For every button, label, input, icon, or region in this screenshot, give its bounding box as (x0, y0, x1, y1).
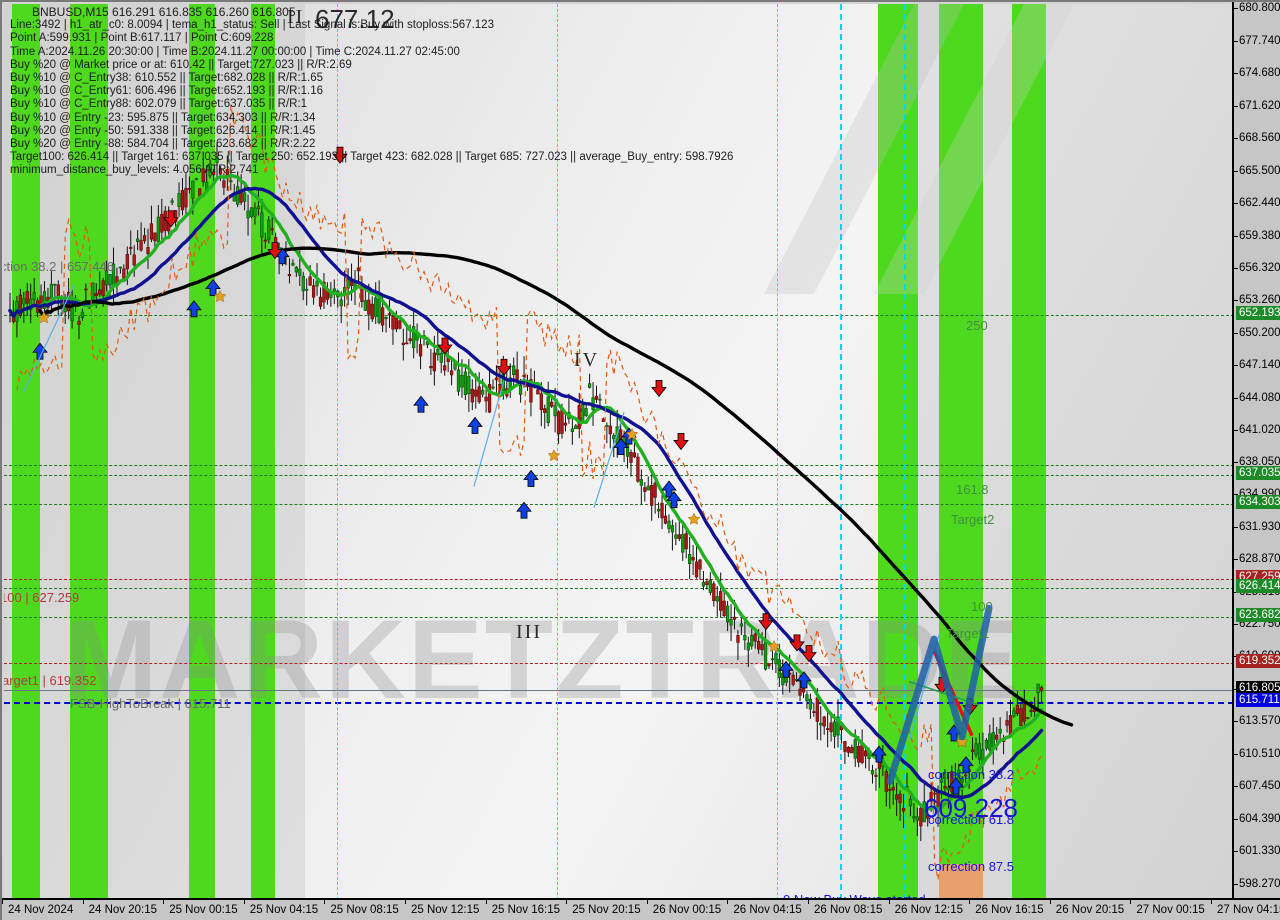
info-line-9: Buy %20 @ Entry -88: 584.704 || Target:6… (10, 137, 316, 150)
time-tick-9: 26 Nov 04:15 (727, 900, 802, 916)
time-tick-4: 25 Nov 08:15 (324, 900, 399, 916)
session-band-grey-7 (1046, 4, 1234, 900)
price-badge-626.414: 626.414 (1236, 579, 1280, 594)
symbol-ohlc-line: BNBUSD,M15 616.291 616.835 616.260 616.8… (32, 5, 296, 19)
price-tick-674.680: 674.680 (1234, 67, 1280, 80)
wave-label-II: II (287, 6, 305, 28)
level-label-6: Target1 (946, 626, 990, 641)
price-tick-677.740: 677.740 (1234, 34, 1280, 47)
price-tick-647.140: 647.140 (1234, 359, 1280, 372)
time-axis[interactable]: 24 Nov 2024 24 Nov 20:15 25 Nov 00:15 25 No… (2, 898, 1280, 920)
price-tick-604.390: 604.390 (1234, 812, 1280, 825)
level-label-5: 100 (971, 599, 993, 614)
day-separator-2 (777, 4, 778, 900)
price-tick-662.440: 662.440 (1234, 197, 1280, 210)
price-badge-637.035: 637.035 (1236, 466, 1280, 481)
time-tick-12: 26 Nov 16:15 (969, 900, 1044, 916)
info-line-8: Buy %20 @ Entry -50: 591.338 || Target:6… (10, 124, 316, 137)
time-tick-1: 24 Nov 20:15 (82, 900, 158, 916)
info-line-7: Buy %10 @ Entry -23: 595.875 || Target:6… (10, 111, 316, 124)
level-line-627.259 (4, 579, 1234, 581)
time-tick-14: 27 Nov 00:15 (1130, 900, 1205, 916)
level-line-637.035 (4, 475, 1234, 477)
price-badge-619.352: 619.352 (1236, 653, 1280, 668)
info-line-4: Buy %10 @ C_Entry38: 610.552 || Target:6… (10, 71, 324, 84)
info-line-5: Buy %10 @ C_Entry61: 606.496 || Target:6… (10, 85, 324, 98)
day-separator-4 (904, 4, 906, 900)
price-tick-653.260: 653.260 (1234, 294, 1280, 307)
level-label-0: ction 38.2 | 657.446 (4, 259, 114, 274)
price-badge-615.711: 615.711 (1236, 692, 1280, 707)
level-label-2: 161.8 (956, 482, 989, 497)
info-line-10: Target100: 626.414 || Target 161: 637.03… (10, 151, 734, 164)
level-label-12: 0 New Buy Wave started (783, 892, 926, 900)
price-tick-613.570: 613.570 (1234, 715, 1280, 728)
time-tick-0: 24 Nov 2024 (2, 900, 74, 916)
time-tick-7: 25 Nov 20:15 (566, 900, 641, 916)
price-axis[interactable]: 680.800 677.740 674.680 671.620 668.560 665.5… (1232, 2, 1280, 900)
price-tick-680.800: 680.800 (1234, 2, 1280, 15)
price-badge-634.303: 634.303 (1236, 495, 1280, 510)
price-badge-623.682: 623.682 (1236, 608, 1280, 623)
price-tick-631.930: 631.930 (1234, 520, 1280, 533)
level-label-3: Target2 (951, 512, 995, 527)
level-label-7: arget1 | 619.352 (4, 673, 97, 688)
level-label-8: FSB-HighToBreak | 615.711 (70, 696, 231, 711)
day-separator-3 (840, 4, 842, 900)
chart-plot-area[interactable]: MARKETZTRADE ction 38.2 | 657.446 250 161.… (4, 4, 1234, 900)
price-tick-650.200: 650.200 (1234, 326, 1280, 339)
level-line-638.05 (4, 464, 1234, 466)
price-badge-652.193: 652.193 (1236, 305, 1280, 320)
big-price-label-0: 677.12 (315, 4, 395, 34)
info-line-0: Line:3492 | h1_atr_c0: 8.0094 | tema_h1_… (10, 19, 494, 32)
price-tick-598.270: 598.270 (1234, 877, 1280, 890)
price-tick-656.320: 656.320 (1234, 261, 1280, 274)
price-tick-628.870: 628.870 (1234, 553, 1280, 566)
time-tick-13: 26 Nov 20:15 (1049, 900, 1125, 916)
level-line-626.414 (4, 588, 1234, 590)
time-tick-2: 25 Nov 00:15 (163, 900, 238, 916)
price-tick-607.450: 607.450 (1234, 780, 1280, 793)
level-label-4: 100 | 627.259 (4, 590, 80, 605)
level-line-634.303 (4, 504, 1234, 506)
level-line-652.193 (4, 314, 1234, 316)
level-label-1: 250 (966, 318, 988, 333)
price-tick-641.020: 641.020 (1234, 424, 1280, 437)
session-band-grey-0 (4, 4, 12, 900)
price-tick-668.560: 668.560 (1234, 132, 1280, 145)
level-label-10: correction 61.8 (928, 812, 1014, 827)
level-label-11: correction 87.5 (928, 859, 1014, 874)
time-tick-3: 25 Nov 04:15 (243, 900, 319, 916)
level-line-623.682 (4, 617, 1234, 619)
price-tick-671.620: 671.620 (1234, 99, 1280, 112)
price-tick-601.330: 601.330 (1234, 845, 1280, 858)
price-badge-616.805: 616.805 (1236, 680, 1280, 695)
info-line-3: Buy %20 @ Market price or at: 610.42 || … (10, 58, 352, 71)
time-tick-11: 26 Nov 12:15 (888, 900, 964, 916)
price-tick-659.380: 659.380 (1234, 229, 1280, 242)
time-tick-8: 26 Nov 00:15 (646, 900, 722, 916)
info-line-1: Point A:599.931 | Point B:617.117 | Poin… (10, 32, 274, 45)
info-line-6: Buy %10 @ C_Entry88: 602.079 || Target:6… (10, 98, 308, 111)
wave-label-III: III (516, 621, 542, 643)
price-tick-610.510: 610.510 (1234, 747, 1280, 760)
price-tick-644.080: 644.080 (1234, 391, 1280, 404)
time-tick-6: 25 Nov 16:15 (485, 900, 561, 916)
info-line-2: Time A:2024.11.26 20:30:00 | Time B:2024… (10, 45, 460, 58)
time-tick-5: 25 Nov 12:15 (404, 900, 480, 916)
level-line-616.805 (4, 689, 1234, 691)
indicator-info-panel: BNBUSD,M15 616.291 616.835 616.260 616.8… (10, 5, 734, 177)
big-price-label-1: 609.228 (924, 793, 1018, 823)
info-line-11: minimum_distance_buy_levels: 4.056 ATR:2… (10, 164, 259, 177)
wave-label-IV: IV (574, 349, 600, 371)
price-tick-665.500: 665.500 (1234, 164, 1280, 177)
level-line-619.352 (4, 662, 1234, 664)
level-label-9: correction 38.2 (928, 767, 1014, 782)
time-tick-10: 26 Nov 08:15 (807, 900, 883, 916)
price-tick-638.050: 638.050 (1234, 455, 1280, 468)
time-tick-15: 27 Nov 04:15 (1210, 900, 1280, 916)
